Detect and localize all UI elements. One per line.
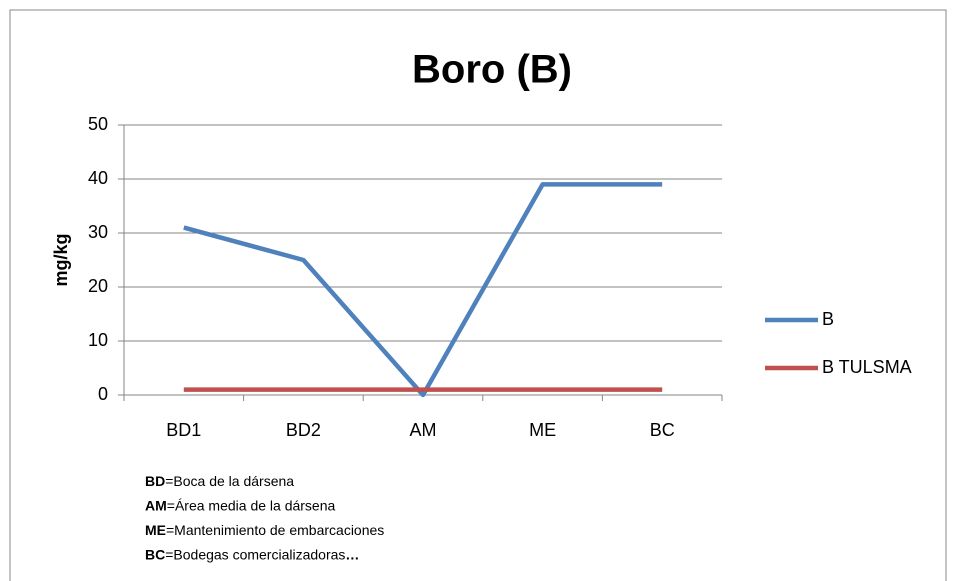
x-tick-label: ME: [529, 420, 556, 440]
y-tick-label: 0: [98, 384, 108, 404]
note-abbr: ME: [145, 522, 166, 538]
note-ellipsis: …: [345, 546, 359, 562]
y-tick-label: 40: [88, 168, 108, 188]
chart-frame: [9, 9, 947, 581]
chart-title: Boro (B): [412, 48, 572, 92]
note: BC=Bodegas comercializadoras…: [145, 546, 359, 562]
x-tick-label: AM: [410, 420, 437, 440]
note: BD=Boca de la dársena: [145, 473, 294, 489]
y-tick-label: 30: [88, 222, 108, 242]
y-tick-label: 20: [88, 276, 108, 296]
y-tick-label: 10: [88, 330, 108, 350]
note-text: =Bodegas comercializadoras: [165, 546, 345, 562]
note-abbr: BC: [145, 546, 165, 562]
legend-label: B: [822, 309, 834, 329]
x-tick-label: BC: [650, 420, 675, 440]
note: AM=Área media de la dársena: [145, 497, 335, 513]
x-tick-label: BD1: [166, 420, 201, 440]
legend-label: B TULSMA: [822, 357, 912, 377]
y-axis-label: mg/kg: [51, 233, 71, 286]
data-line: [183, 182, 663, 398]
note-abbr: AM: [145, 497, 167, 513]
y-tick-label: 50: [88, 114, 108, 134]
x-tick-label: BD2: [286, 420, 321, 440]
note: ME=Mantenimiento de embarcaciones: [145, 522, 384, 538]
note-text: =Mantenimiento de embarcaciones: [166, 522, 384, 538]
note-text: =Área media de la dársena: [167, 497, 336, 513]
note-text: =Boca de la dársena: [165, 473, 294, 489]
note-abbr: BD: [145, 473, 165, 489]
